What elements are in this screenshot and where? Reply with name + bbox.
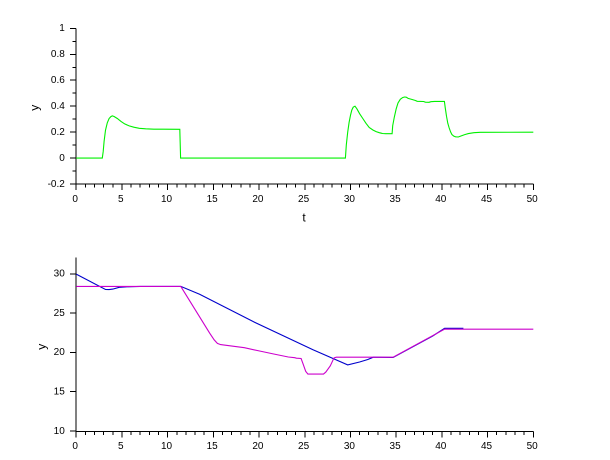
svg-text:40: 40	[435, 441, 447, 452]
svg-text:30: 30	[54, 269, 66, 280]
svg-text:10: 10	[54, 426, 66, 437]
svg-text:0: 0	[72, 441, 78, 452]
svg-text:30: 30	[344, 441, 356, 452]
svg-text:45: 45	[481, 441, 493, 452]
svg-text:30: 30	[344, 194, 356, 205]
svg-text:50: 50	[527, 194, 539, 205]
svg-text:-0.2: -0.2	[48, 179, 66, 190]
svg-text:15: 15	[207, 194, 219, 205]
svg-text:10: 10	[161, 194, 173, 205]
svg-text:20: 20	[54, 347, 66, 358]
svg-text:20: 20	[252, 441, 264, 452]
svg-text:1: 1	[59, 23, 65, 34]
svg-text:40: 40	[435, 194, 447, 205]
svg-text:0.6: 0.6	[51, 75, 65, 86]
svg-text:t: t	[302, 211, 306, 225]
svg-text:0.8: 0.8	[51, 49, 65, 60]
svg-text:25: 25	[54, 308, 66, 319]
svg-text:25: 25	[298, 194, 310, 205]
svg-text:35: 35	[390, 441, 402, 452]
svg-text:y: y	[34, 344, 48, 350]
svg-text:15: 15	[54, 387, 66, 398]
svg-text:50: 50	[527, 441, 539, 452]
svg-text:10: 10	[161, 441, 173, 452]
svg-text:0.2: 0.2	[51, 127, 65, 138]
svg-text:0: 0	[72, 194, 78, 205]
svg-text:0.4: 0.4	[51, 101, 65, 112]
svg-text:5: 5	[118, 194, 124, 205]
svg-text:15: 15	[207, 441, 219, 452]
svg-text:0: 0	[59, 153, 65, 164]
svg-text:45: 45	[481, 194, 493, 205]
svg-text:25: 25	[298, 441, 310, 452]
svg-text:35: 35	[390, 194, 402, 205]
svg-text:5: 5	[118, 441, 124, 452]
svg-text:y: y	[28, 105, 42, 111]
svg-text:20: 20	[252, 194, 264, 205]
